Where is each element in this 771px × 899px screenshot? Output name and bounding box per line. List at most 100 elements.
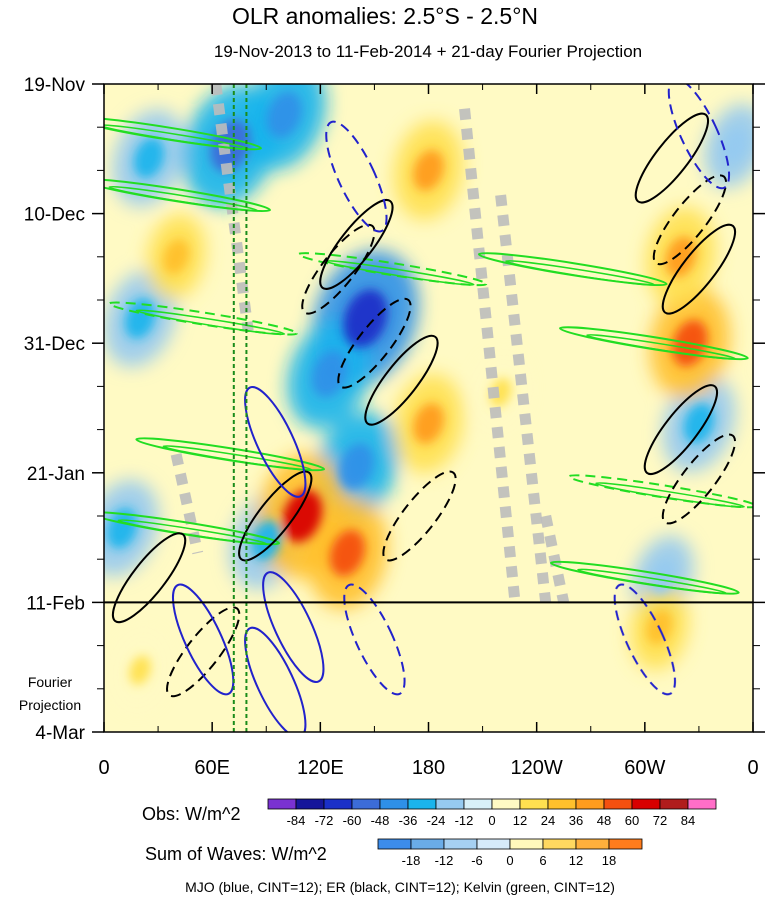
er-contour: [364, 334, 439, 426]
missing-data-band: [210, 84, 254, 332]
anomaly-core-positive: [413, 403, 444, 444]
anomaly-core-negative: [343, 289, 388, 348]
x-tick-label: 180: [412, 757, 445, 779]
anomaly-core-positive: [129, 655, 151, 685]
anomaly-core-positive: [413, 150, 444, 191]
anomaly-core-positive: [489, 378, 512, 408]
y-tick-label: 19-Nov: [24, 75, 86, 96]
colorbar-tick-label: -18: [402, 853, 421, 868]
colorbar-tick-label: 48: [597, 813, 611, 828]
anomaly-core-positive: [162, 239, 190, 275]
x-tick-label: 60W: [624, 757, 665, 779]
colorbar-tick-label: 36: [569, 813, 583, 828]
colorbar-tick-label: -12: [435, 853, 454, 868]
kelvin-contour: [297, 252, 488, 287]
kelvin-contour: [586, 334, 736, 360]
colorbar-swatch: [603, 798, 633, 810]
kelvin-contour: [108, 301, 298, 336]
kelvin-contour: [577, 568, 727, 595]
projection-label-line1: Fourier: [28, 674, 73, 690]
projection-label-line2: Projection: [19, 697, 81, 713]
er-contour: [661, 223, 737, 315]
anomaly-core-negative: [250, 520, 282, 562]
colorbar-swatch: [687, 798, 717, 810]
missing-data-band: [459, 108, 521, 603]
colorbar-swatch: [407, 798, 437, 810]
missing-data-band: [540, 514, 570, 604]
y-tick-label: 11-Feb: [26, 593, 85, 614]
colorbar-tick-label: 60: [625, 813, 639, 828]
anomaly-core-negative: [266, 91, 302, 139]
colorbar-tick-label: -72: [315, 813, 334, 828]
colorbar-swatch: [323, 798, 353, 810]
er-contour: [652, 174, 728, 266]
x-tick-label: 0: [747, 757, 758, 779]
kelvin-contour: [162, 445, 313, 471]
colorbar-swatch: [435, 798, 465, 810]
colorbar-tick-label: 12: [569, 853, 583, 868]
waves-colorbar-label: Sum of Waves: W/m^2: [145, 844, 327, 864]
x-tick-label: 120E: [297, 757, 344, 779]
kelvin-contour: [135, 309, 286, 336]
colorbar-tick-label: 0: [506, 853, 513, 868]
mjo-contour: [325, 120, 388, 233]
mjo-contour: [244, 626, 307, 732]
colorbar-tick-label: 12: [513, 813, 527, 828]
colorbar-swatch: [491, 798, 521, 810]
colorbar-swatch: [379, 798, 409, 810]
chart-subtitle: 19-Nov-2013 to 11-Feb-2014 + 21-day Four…: [214, 42, 642, 61]
colorbar-swatch: [575, 838, 610, 850]
kelvin-contour: [505, 259, 655, 286]
anomaly-core-negative: [133, 137, 165, 179]
colorbar-swatch: [476, 838, 511, 850]
er-contour: [634, 112, 710, 204]
colorbar-swatch: [631, 798, 661, 810]
er-contour: [661, 433, 737, 525]
y-tick-label: 21-Jan: [27, 464, 85, 485]
anomaly-core-negative: [683, 403, 715, 444]
chart-title: OLR anomalies: 2.5°S - 2.5°N: [232, 3, 538, 29]
colorbar-swatch: [351, 798, 381, 810]
er-contour: [166, 606, 241, 698]
colorbar-swatch: [295, 798, 325, 810]
x-tick-label: 120W: [511, 757, 563, 779]
y-tick-label: 4-Mar: [35, 723, 85, 744]
colorbar-swatch: [575, 798, 605, 810]
mjo-contour: [262, 571, 325, 683]
colorbar-swatch: [377, 838, 412, 850]
er-contour: [337, 297, 412, 389]
mjo-contour: [172, 583, 235, 696]
x-tick-label: 60E: [194, 757, 230, 779]
colorbar-tick-label: -60: [343, 813, 362, 828]
obs-colorbar-label: Obs: W/m^2: [142, 804, 240, 824]
colorbar-tick-label: -36: [399, 813, 418, 828]
contour-legend: MJO (blue, CINT=12); ER (black, CINT=12)…: [185, 879, 615, 895]
anomaly-core-positive: [329, 529, 366, 577]
colorbar-tick-label: -6: [471, 853, 483, 868]
colorbar-swatch: [547, 798, 577, 810]
y-tick-label: 10-Dec: [24, 205, 85, 226]
plot-area: [104, 84, 753, 732]
colorbar-tick-label: 0: [488, 813, 495, 828]
colorbar-tick-label: 72: [653, 813, 667, 828]
colorbar-tick-label: 18: [602, 853, 616, 868]
colorbar-swatch: [519, 798, 549, 810]
colorbar-tick-label: -48: [371, 813, 390, 828]
mjo-contour: [613, 583, 676, 696]
er-contour: [643, 384, 719, 476]
anomaly-core-negative: [338, 443, 375, 490]
kelvin-contour: [108, 185, 259, 212]
er-contour: [319, 199, 394, 290]
x-tick-label: 0: [98, 757, 109, 779]
er-contour: [301, 223, 376, 315]
y-tick-label: 31-Dec: [24, 334, 85, 355]
mjo-contour: [343, 583, 406, 696]
anomaly-core-negative: [721, 128, 749, 164]
anomaly-core-positive: [282, 489, 323, 543]
colorbar-swatch: [443, 838, 478, 850]
kelvin-contour: [595, 482, 745, 508]
colorbar-swatch: [267, 798, 297, 810]
mjo-contour: [244, 386, 307, 498]
colorbar-tick-label: -84: [287, 813, 306, 828]
